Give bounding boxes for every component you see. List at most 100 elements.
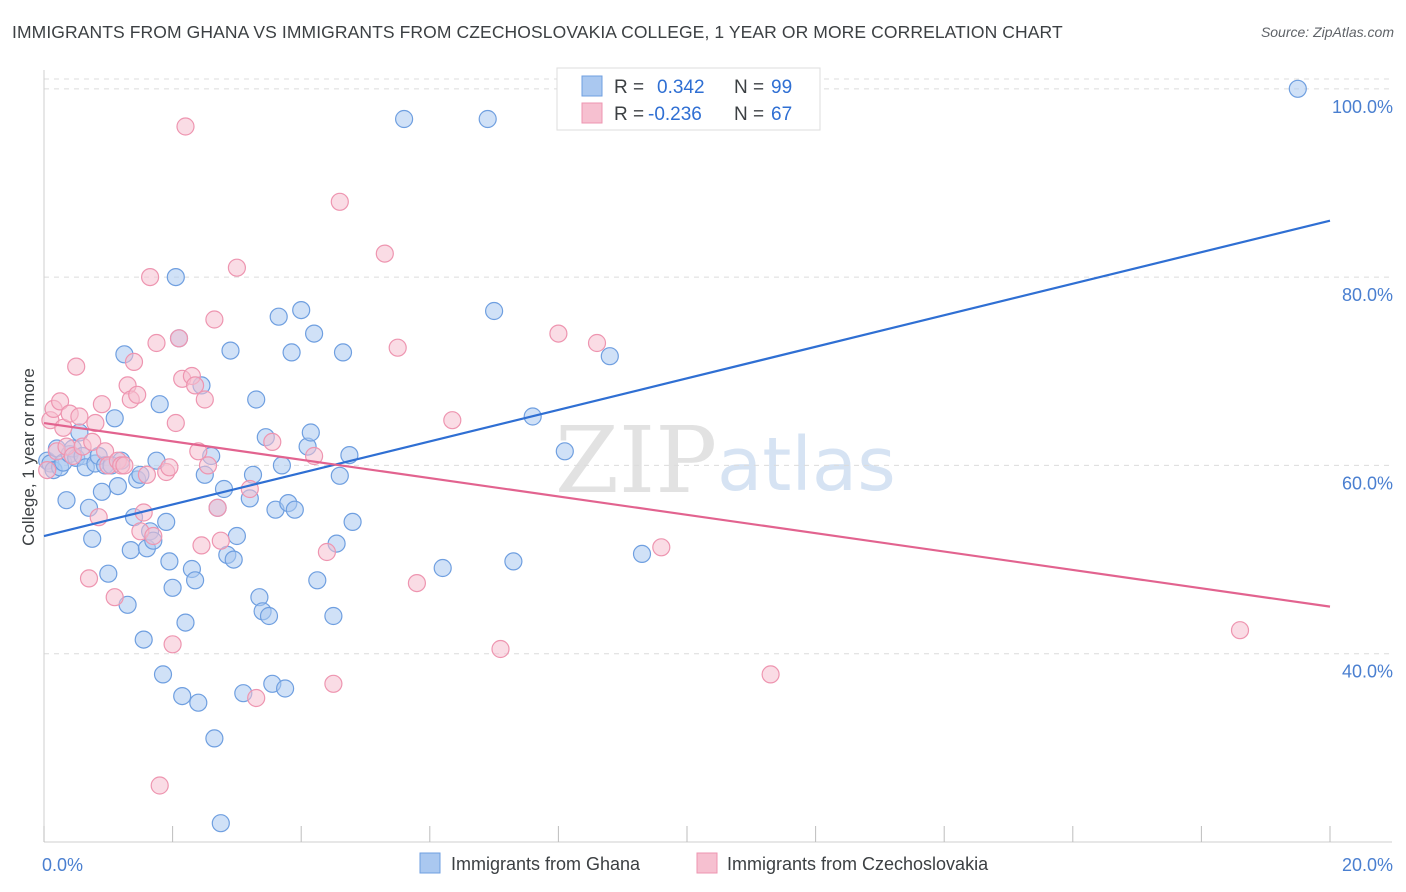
- grid: [44, 78, 1392, 655]
- data-point: [504, 552, 523, 571]
- y-tick-label: 100.0%: [1332, 97, 1393, 117]
- data-point: [163, 578, 182, 597]
- data-point: [324, 674, 343, 693]
- data-point: [282, 343, 301, 362]
- data-point: [157, 512, 176, 532]
- data-point: [211, 531, 230, 550]
- data-point: [67, 357, 86, 376]
- data-point: [301, 423, 320, 442]
- data-point: [173, 686, 192, 706]
- data-point: [134, 630, 153, 649]
- data-point: [86, 413, 105, 433]
- stats-legend-r-value-czech: -0.236: [648, 104, 702, 125]
- chart-source: Source: ZipAtlas.com: [1260, 24, 1394, 40]
- data-point: [124, 352, 144, 371]
- stats-legend-swatch-czech: [581, 102, 603, 124]
- data-point: [485, 301, 504, 321]
- trend-line-czechoslovakia: [43, 421, 1331, 608]
- data-point: [227, 258, 246, 277]
- data-point: [121, 540, 140, 560]
- data-point: [166, 268, 185, 287]
- series-legend: Immigrants from Ghana Immigrants from Cz…: [419, 852, 989, 874]
- data-point: [247, 390, 266, 409]
- data-point: [92, 395, 112, 414]
- data-point: [186, 571, 205, 590]
- stats-legend-n-value-ghana: 99: [771, 77, 792, 98]
- data-point: [587, 333, 607, 353]
- data-point: [92, 482, 112, 501]
- stats-legend-n-label-czech: N =: [734, 104, 764, 125]
- stats-legend-r-value-ghana: 0.342: [657, 77, 705, 98]
- data-point: [99, 564, 118, 583]
- y-tick-label: 80.0%: [1342, 285, 1393, 305]
- data-point: [108, 477, 128, 496]
- data-point: [491, 639, 510, 659]
- stats-legend-n-label-ghana: N =: [734, 77, 764, 98]
- data-point: [652, 538, 671, 557]
- data-point: [205, 729, 224, 748]
- data-point: [189, 442, 208, 461]
- data-point: [388, 338, 407, 357]
- data-point: [259, 606, 279, 626]
- data-point: [137, 465, 156, 484]
- data-point: [160, 552, 179, 571]
- data-point: [330, 192, 349, 211]
- data-point: [105, 588, 124, 607]
- data-point: [70, 407, 89, 426]
- data-point: [324, 606, 343, 626]
- y-tick-labels: 40.0% 60.0% 80.0% 100.0%: [1332, 97, 1393, 682]
- data-point: [330, 466, 349, 485]
- data-point: [205, 310, 224, 329]
- data-point: [305, 324, 324, 343]
- data-point: [333, 343, 353, 362]
- data-point: [195, 390, 214, 409]
- data-point: [144, 526, 163, 546]
- stats-legend-swatch-ghana: [581, 75, 603, 97]
- data-point: [163, 635, 182, 654]
- data-point: [555, 442, 574, 461]
- data-point: [176, 613, 195, 632]
- data-point: [227, 526, 246, 546]
- x-ticks: [43, 826, 1331, 842]
- watermark-zip: ZIP: [555, 407, 717, 514]
- data-point: [141, 268, 160, 287]
- legend-swatch-czech: [696, 852, 718, 874]
- data-point: [1230, 621, 1250, 640]
- stats-legend: R = 0.342 N = 99 R = -0.236 N = 67: [556, 67, 821, 131]
- data-point: [153, 665, 173, 684]
- data-point: [83, 432, 102, 451]
- data-point: [211, 814, 230, 833]
- data-point: [214, 479, 234, 499]
- chart-title: IMMIGRANTS FROM GHANA VS IMMIGRANTS FROM…: [12, 22, 1063, 42]
- data-point: [761, 665, 780, 684]
- data-point: [272, 456, 291, 475]
- y-tick-label: 40.0%: [1342, 662, 1393, 682]
- legend-swatch-ghana: [419, 852, 441, 874]
- data-point: [38, 461, 57, 480]
- y-axis-title: College, 1 year or more: [19, 368, 38, 546]
- data-point: [115, 456, 134, 475]
- data-point: [189, 693, 208, 712]
- data-point: [50, 392, 70, 411]
- data-point: [198, 456, 218, 475]
- data-point: [150, 395, 169, 414]
- data-point: [1288, 79, 1307, 98]
- data-point: [186, 376, 205, 395]
- data-point: [395, 109, 414, 129]
- data-point: [600, 347, 619, 366]
- trend-line-ghana: [43, 219, 1331, 538]
- data-point: [375, 244, 394, 263]
- data-point: [443, 411, 462, 430]
- data-point: [192, 536, 211, 555]
- data-point: [285, 500, 304, 519]
- x-tick-label-max: 20.0%: [1342, 855, 1393, 875]
- data-point: [343, 512, 362, 532]
- data-point: [176, 117, 195, 136]
- stats-legend-r-label-czech: R =: [614, 104, 644, 125]
- data-point: [208, 498, 227, 517]
- trend-lines: [43, 219, 1331, 608]
- legend-label-ghana: Immigrants from Ghana: [451, 854, 641, 874]
- data-point: [317, 542, 336, 562]
- data-point: [166, 413, 185, 433]
